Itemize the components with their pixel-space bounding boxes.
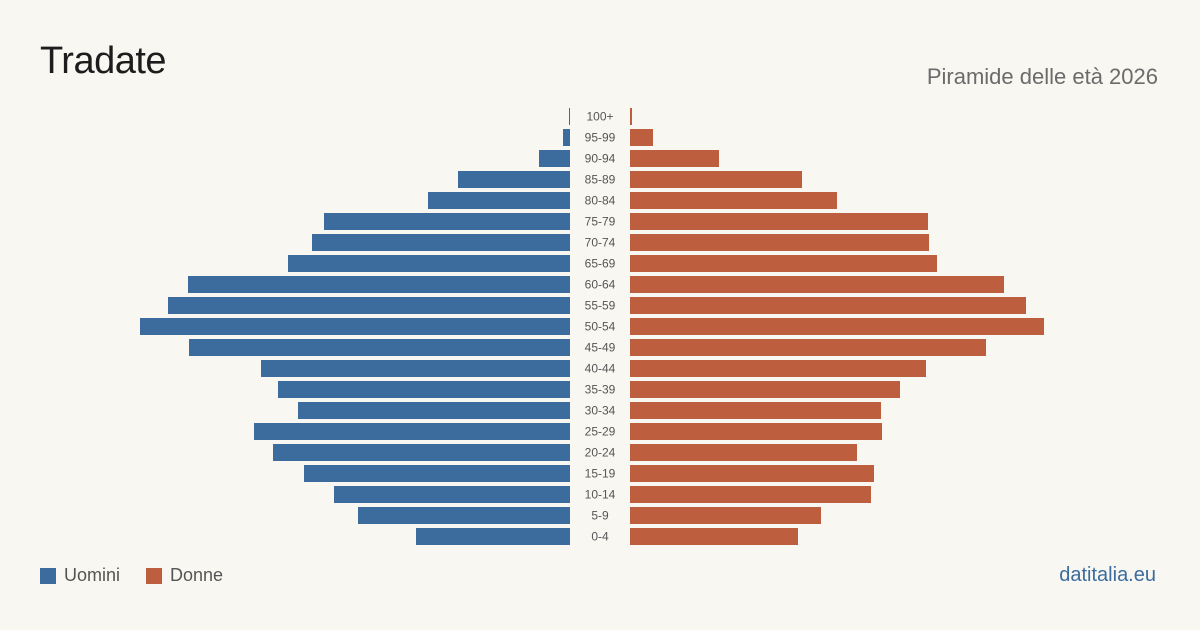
bar-women-15-19 <box>630 465 874 482</box>
age-label-40-44: 40-44 <box>585 362 616 376</box>
age-label-90-94: 90-94 <box>585 152 616 166</box>
bar-men-10-14 <box>334 486 570 503</box>
age-label-100+: 100+ <box>586 110 613 124</box>
bar-women-20-24 <box>630 444 857 461</box>
bar-women-0-4 <box>630 528 798 545</box>
bar-women-40-44 <box>630 360 926 377</box>
legend-label-women: Donne <box>170 565 224 585</box>
age-label-60-64: 60-64 <box>585 278 616 292</box>
bar-women-60-64 <box>630 276 1004 293</box>
bar-women-75-79 <box>630 213 928 230</box>
age-label-20-24: 20-24 <box>585 446 616 460</box>
bar-women-5-9 <box>630 507 821 524</box>
age-label-80-84: 80-84 <box>585 194 616 208</box>
age-label-55-59: 55-59 <box>585 299 616 313</box>
bar-women-100+ <box>630 108 632 125</box>
bar-men-75-79 <box>324 213 570 230</box>
bar-women-50-54 <box>630 318 1044 335</box>
bar-women-70-74 <box>630 234 929 251</box>
bar-men-60-64 <box>188 276 570 293</box>
age-label-45-49: 45-49 <box>585 341 616 355</box>
age-label-30-34: 30-34 <box>585 404 616 418</box>
bar-men-30-34 <box>298 402 570 419</box>
age-label-35-39: 35-39 <box>585 383 616 397</box>
bar-women-35-39 <box>630 381 900 398</box>
bar-women-10-14 <box>630 486 871 503</box>
legend-item-men: Uomini <box>40 565 120 586</box>
bar-men-0-4 <box>416 528 570 545</box>
age-label-70-74: 70-74 <box>585 236 616 250</box>
brand-link[interactable]: datitalia.eu <box>1059 564 1156 586</box>
bar-men-55-59 <box>168 297 570 314</box>
bar-women-65-69 <box>630 255 937 272</box>
chart-legend: Uomini Donne <box>40 565 249 586</box>
age-label-50-54: 50-54 <box>585 320 616 334</box>
age-label-5-9: 5-9 <box>591 509 609 523</box>
age-label-85-89: 85-89 <box>585 173 616 187</box>
bar-men-85-89 <box>458 171 570 188</box>
bar-men-15-19 <box>304 465 570 482</box>
bar-women-95-99 <box>630 129 653 146</box>
bar-men-25-29 <box>254 423 570 440</box>
bar-men-45-49 <box>189 339 570 356</box>
page-title: Tradate <box>40 40 167 82</box>
age-label-65-69: 65-69 <box>585 257 616 271</box>
bar-women-55-59 <box>630 297 1026 314</box>
bar-men-50-54 <box>140 318 570 335</box>
bar-women-45-49 <box>630 339 986 356</box>
bar-women-85-89 <box>630 171 802 188</box>
bar-women-90-94 <box>630 150 719 167</box>
bar-men-100+ <box>569 108 570 125</box>
age-label-15-19: 15-19 <box>585 467 616 481</box>
bar-men-5-9 <box>358 507 570 524</box>
bar-men-40-44 <box>261 360 570 377</box>
legend-label-men: Uomini <box>64 565 121 585</box>
bar-men-80-84 <box>428 192 570 209</box>
legend-swatch-men <box>40 567 56 584</box>
bar-men-65-69 <box>288 255 570 272</box>
legend-swatch-women <box>146 567 163 584</box>
legend-item-women: Donne <box>146 565 223 586</box>
bar-men-20-24 <box>273 444 570 461</box>
bar-men-95-99 <box>563 129 570 146</box>
bar-women-80-84 <box>630 192 837 209</box>
age-label-10-14: 10-14 <box>585 488 616 502</box>
bar-men-70-74 <box>312 234 570 251</box>
bar-men-35-39 <box>278 381 570 398</box>
age-label-95-99: 95-99 <box>585 131 616 145</box>
age-label-75-79: 75-79 <box>585 215 616 229</box>
age-label-0-4: 0-4 <box>591 530 609 544</box>
bar-women-30-34 <box>630 402 881 419</box>
bar-men-90-94 <box>539 150 570 167</box>
age-label-25-29: 25-29 <box>585 425 616 439</box>
bar-women-25-29 <box>630 423 882 440</box>
chart-subtitle: Piramide delle età 2026 <box>926 64 1158 89</box>
